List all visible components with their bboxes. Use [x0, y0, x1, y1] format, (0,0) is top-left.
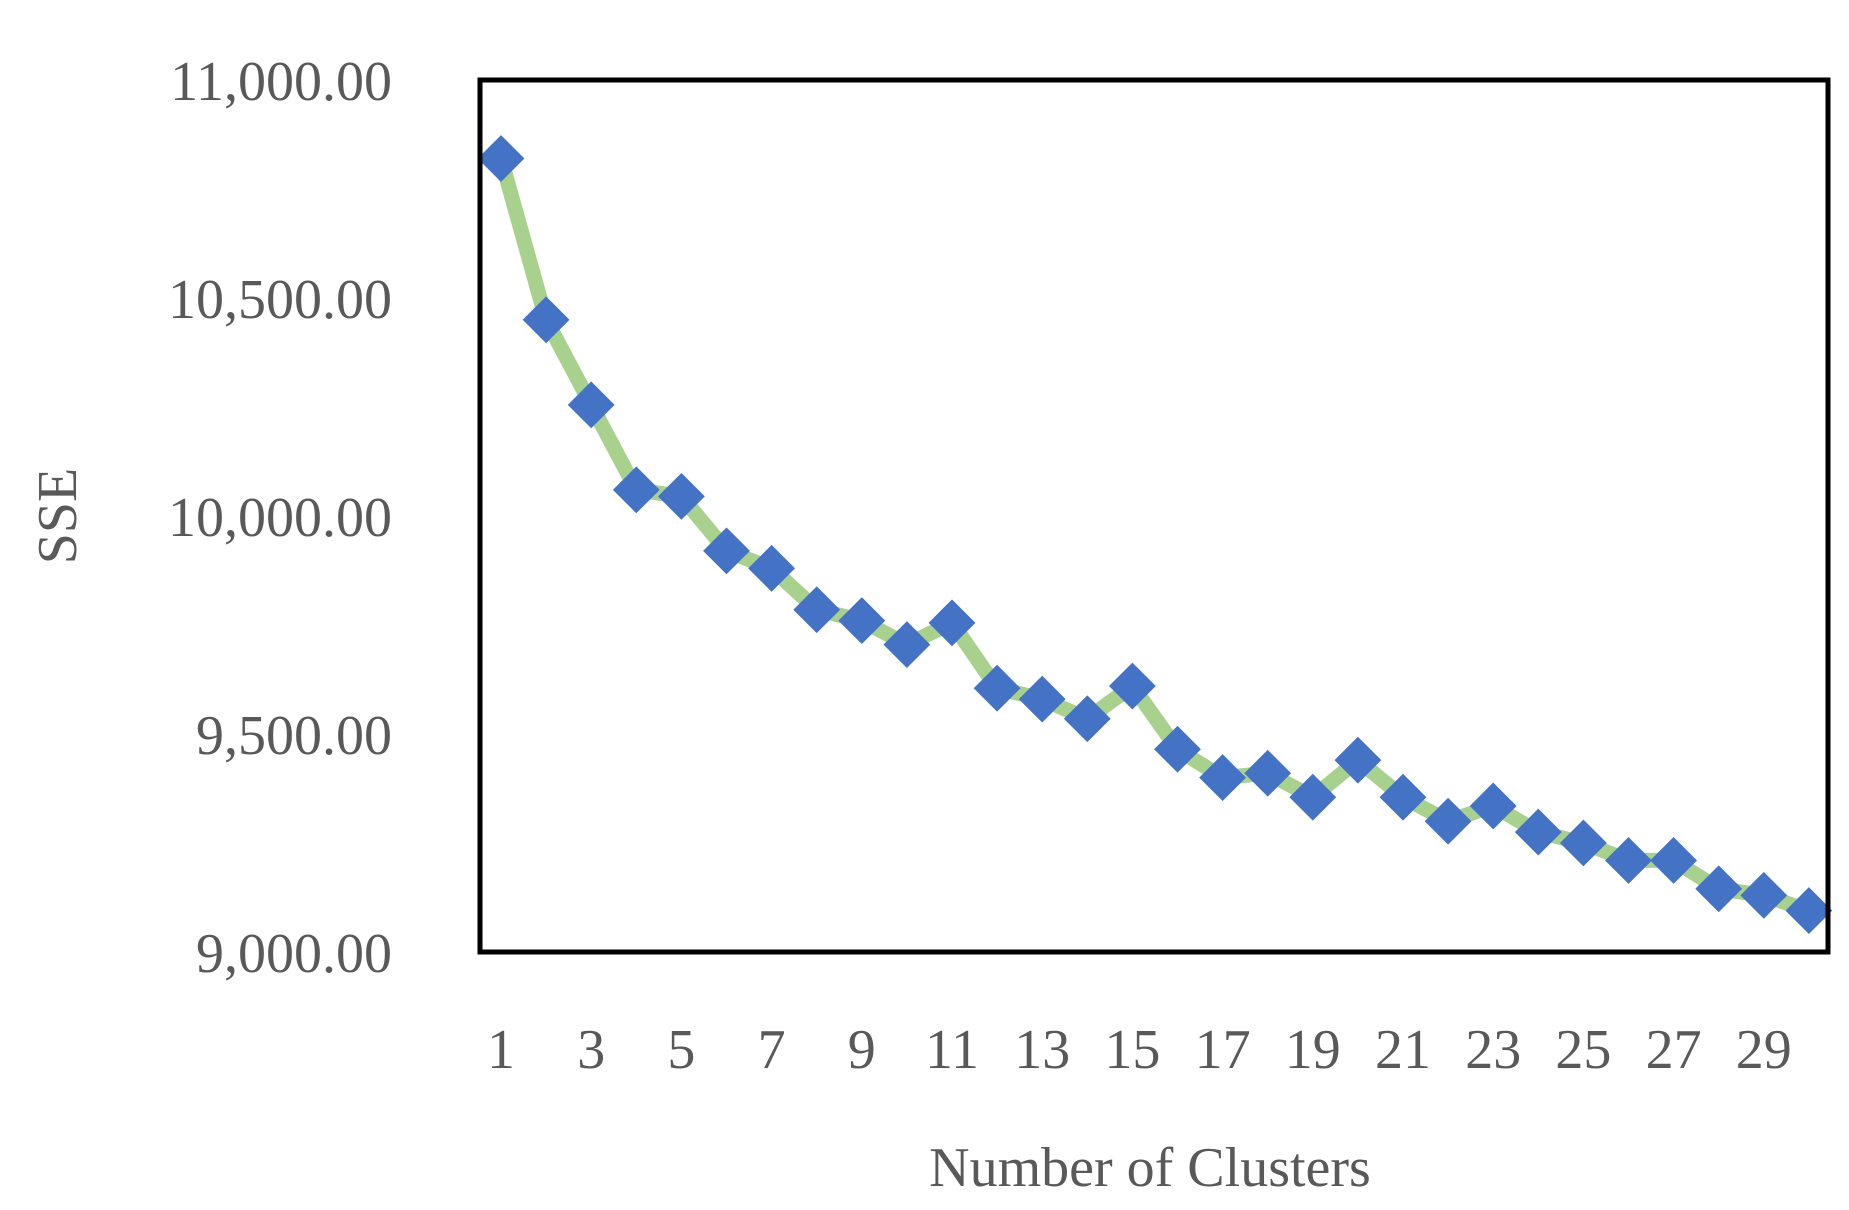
plot-area-border	[477, 77, 1831, 955]
x-tick-label: 23	[1465, 1019, 1521, 1081]
x-tick-label: 21	[1375, 1019, 1431, 1081]
data-point-marker	[928, 599, 976, 647]
x-tick-label: 15	[1104, 1019, 1160, 1081]
x-tick-label: 27	[1646, 1019, 1702, 1081]
x-tick-label: 9	[848, 1019, 876, 1081]
data-point-marker	[1740, 871, 1788, 919]
y-axis-label: SSE	[27, 468, 89, 565]
data-point-marker	[1785, 887, 1833, 934]
data-point-marker	[1605, 837, 1652, 884]
data-point-marker	[1695, 865, 1743, 913]
data-point-marker	[477, 135, 525, 182]
data-point-marker	[1379, 773, 1427, 821]
y-tick-label: 10,000.00	[168, 487, 392, 549]
x-tick-label: 3	[577, 1019, 605, 1081]
y-tick-label: 9,500.00	[196, 705, 392, 767]
data-point-marker	[1289, 773, 1337, 821]
x-axis-label: Number of Clusters	[929, 1137, 1371, 1199]
x-tick-label: 7	[758, 1019, 786, 1081]
x-tick-label: 29	[1736, 1019, 1792, 1081]
data-point-marker	[1469, 782, 1517, 830]
y-tick-label: 9,000.00	[196, 923, 392, 985]
data-point-marker	[522, 296, 570, 344]
data-point-marker	[567, 381, 615, 429]
x-tick-label: 17	[1195, 1019, 1251, 1081]
data-point-marker	[1334, 736, 1382, 784]
y-tick-label: 10,500.00	[168, 269, 392, 331]
x-tick-label: 13	[1014, 1019, 1070, 1081]
y-tick-labels: 9,000.00 9,500.00 10,000.00 10,500.00 11,000…	[168, 51, 392, 985]
x-tick-label: 1	[487, 1019, 515, 1081]
y-tick-label: 11,000.00	[170, 51, 392, 113]
data-point-marker	[1063, 695, 1111, 743]
data-point-marker	[838, 597, 886, 645]
data-point-marker	[1018, 675, 1066, 723]
data-point-marker	[793, 586, 841, 634]
data-point-marker	[612, 466, 660, 514]
data-markers	[477, 135, 1833, 934]
x-tick-label: 19	[1285, 1019, 1341, 1081]
data-point-marker	[748, 544, 796, 592]
data-point-marker	[1154, 725, 1201, 773]
data-point-marker	[1199, 754, 1247, 802]
x-tick-label: 5	[667, 1019, 695, 1081]
x-tick-labels: 1 3 5 7 9 11 13 15 17 19 21 23 25 27 29	[487, 1019, 1792, 1081]
x-tick-label: 25	[1555, 1019, 1611, 1081]
data-point-marker	[1244, 749, 1292, 797]
data-point-marker	[1424, 797, 1472, 845]
data-point-marker	[703, 527, 750, 575]
x-tick-label: 11	[925, 1019, 979, 1081]
data-point-marker	[657, 472, 705, 520]
data-point-marker	[1108, 662, 1156, 710]
data-point-marker	[1514, 808, 1562, 856]
data-point-marker	[1650, 837, 1698, 884]
series-line	[493, 151, 1817, 919]
data-point-marker	[1559, 819, 1607, 867]
data-point-marker	[973, 664, 1021, 712]
data-point-marker	[883, 621, 931, 669]
